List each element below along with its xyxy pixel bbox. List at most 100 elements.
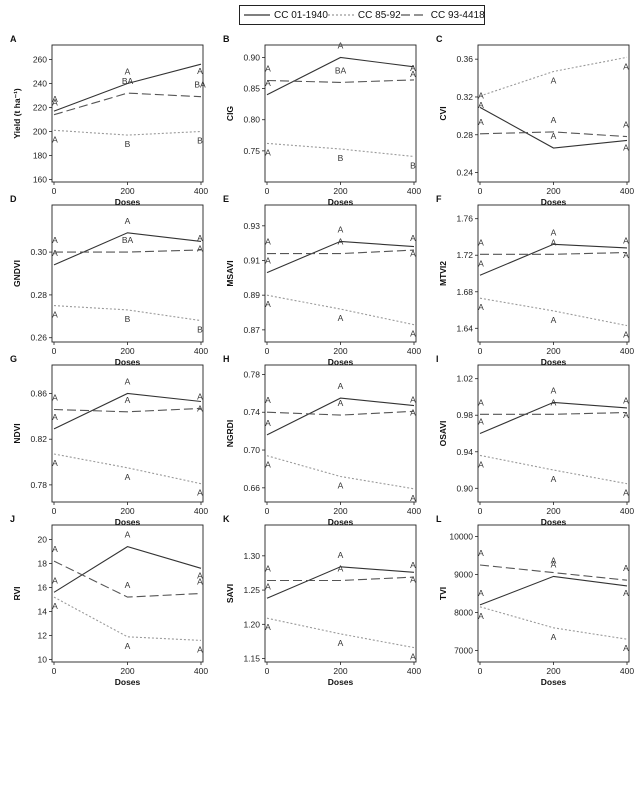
point-label-d-0-1: A [125,216,131,226]
point-label-j-0-2: A [197,570,203,580]
point-label-f-2-0: A [478,237,484,247]
ytick-label-a-2: 200 [33,127,47,137]
panel-letter-c: C [436,34,443,44]
xtick-label-i-2: 400 [620,506,634,516]
series-line-k-0 [266,566,415,599]
point-label-g-1-0: A [52,458,58,468]
xtick-label-j-0: 0 [52,666,57,676]
ytick-label-f-1: 1.68 [456,287,473,297]
point-label-d-2-2: A [197,233,203,243]
series-line-c-0 [479,106,628,149]
ytick-label-l-3: 10000 [449,531,473,541]
panel-letter-h: H [223,354,230,364]
xaxis-label-j: Doses [115,677,141,687]
series-line-k-1 [266,617,415,649]
ytick-label-a-1: 180 [33,151,47,161]
point-label-b-1-1: B [338,153,344,163]
ytick-label-g-2: 0.86 [30,389,47,399]
series-line-a-2 [53,92,202,116]
point-label-h-0-1: A [338,381,344,391]
point-label-j-1-1: A [125,641,131,651]
point-label-h-0-2: A [410,408,416,418]
xtick-label-k-1: 200 [333,666,347,676]
ytick-label-a-3: 220 [33,102,47,112]
point-label-c-2-1: A [551,115,557,125]
point-label-d-2-1: BA [122,235,134,245]
xaxis-label-e: Doses [328,357,354,367]
ytick-label-c-1: 0.28 [456,130,473,140]
point-label-f-0-1: A [551,227,557,237]
xtick-label-e-0: 0 [265,346,270,356]
series-line-f-0 [479,243,628,276]
xtick-label-c-0: 0 [478,186,483,196]
point-label-h-2-1: A [338,398,344,408]
point-label-l-0-0: A [478,588,484,598]
point-label-g-1-2: A [197,488,203,498]
point-label-a-0-0: A [52,94,58,104]
point-label-a-0-1: A [125,66,131,76]
point-label-k-2-1: A [338,563,344,573]
point-label-l-1-2: A [623,643,629,653]
point-label-d-0-0: A [52,248,58,258]
point-label-l-1-0: A [478,611,484,621]
point-label-j-1-0: A [52,601,58,611]
series-line-i-2 [480,411,628,415]
point-label-k-1-1: A [338,638,344,648]
point-label-e-1-2: A [410,329,416,339]
xtick-label-b-2: 400 [407,186,421,196]
point-label-a-2-1: BA [122,76,134,86]
point-label-b-1-0: A [265,147,271,157]
point-label-c-1-1: A [551,75,557,85]
series-line-j-1 [53,596,202,641]
xaxis-label-l: Doses [541,677,567,687]
ytick-label-l-2: 9000 [454,569,473,579]
point-label-a-1-1: B [125,139,131,149]
ytick-label-e-0: 0.87 [243,325,260,335]
panel-letter-k: K [223,514,230,524]
point-label-g-0-0: A [52,412,58,422]
legend-item-cc01: CC 01-1940 [244,10,328,21]
ytick-label-i-1: 0.94 [456,447,473,457]
series-line-d-1 [53,305,202,322]
ytick-label-d-0: 0.26 [30,333,47,343]
legend-label-cc93: CC 93-4418 [430,9,485,21]
xaxis-label-g: Doses [115,517,141,527]
panel-letter-l: L [436,514,442,524]
yaxis-label-j: RVI [12,586,22,600]
point-label-j-2-0: A [52,544,58,554]
ytick-label-k-0: 1.15 [243,654,260,664]
point-label-l-0-1: A [551,559,557,569]
point-label-g-0-1: A [125,377,131,387]
point-label-j-2-1: A [125,580,131,590]
point-label-l-2-1: A [551,556,557,566]
point-label-c-1-2: A [623,61,629,71]
point-label-j-0-0: A [52,575,58,585]
point-label-g-2-1: A [125,395,131,405]
point-label-d-1-2: B [197,325,203,335]
ytick-label-b-0: 0.75 [243,146,260,156]
series-line-b-2 [266,79,415,83]
point-label-e-1-0: A [265,299,271,309]
point-label-e-2-2: A [410,233,416,243]
ytick-label-c-2: 0.32 [456,92,473,102]
xtick-label-g-2: 400 [194,506,208,516]
point-label-b-0-1: A [338,40,344,50]
ytick-label-h-0: 0.66 [243,483,260,493]
ytick-label-k-3: 1.30 [243,551,260,561]
panel-letter-g: G [10,354,17,364]
xaxis-label-k: Doses [328,677,354,687]
xtick-label-h-1: 200 [333,506,347,516]
yaxis-label-h: NGRDI [225,420,235,447]
point-label-a-2-0: A [52,98,58,108]
xtick-label-i-0: 0 [478,506,483,516]
point-label-f-2-2: A [623,235,629,245]
xaxis-label-b: Doses [328,197,354,207]
series-line-l-2 [479,564,628,581]
point-label-a-1-2: B [197,136,203,146]
point-label-f-0-2: A [623,250,629,260]
yaxis-label-l: TVI [438,587,448,600]
point-label-b-0-2: A [410,69,416,79]
